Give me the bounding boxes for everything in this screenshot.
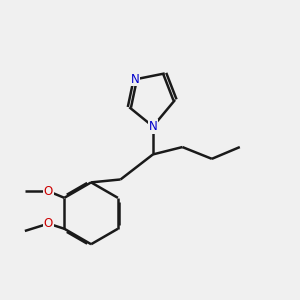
Text: O: O (44, 217, 53, 230)
Text: N: N (131, 73, 140, 86)
Text: O: O (44, 185, 53, 198)
Text: N: N (148, 120, 157, 133)
